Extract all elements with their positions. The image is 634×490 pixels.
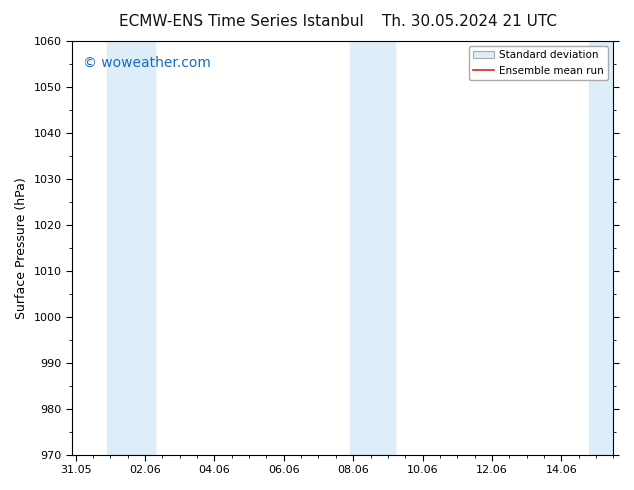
Text: © woweather.com: © woweather.com <box>83 55 210 70</box>
Text: Th. 30.05.2024 21 UTC: Th. 30.05.2024 21 UTC <box>382 14 557 29</box>
Bar <box>589 41 614 455</box>
Legend: Standard deviation, Ensemble mean run: Standard deviation, Ensemble mean run <box>469 46 608 80</box>
Bar <box>107 41 155 455</box>
Y-axis label: Surface Pressure (hPa): Surface Pressure (hPa) <box>15 177 28 318</box>
Bar <box>350 41 395 455</box>
Text: ECMW-ENS Time Series Istanbul: ECMW-ENS Time Series Istanbul <box>119 14 363 29</box>
